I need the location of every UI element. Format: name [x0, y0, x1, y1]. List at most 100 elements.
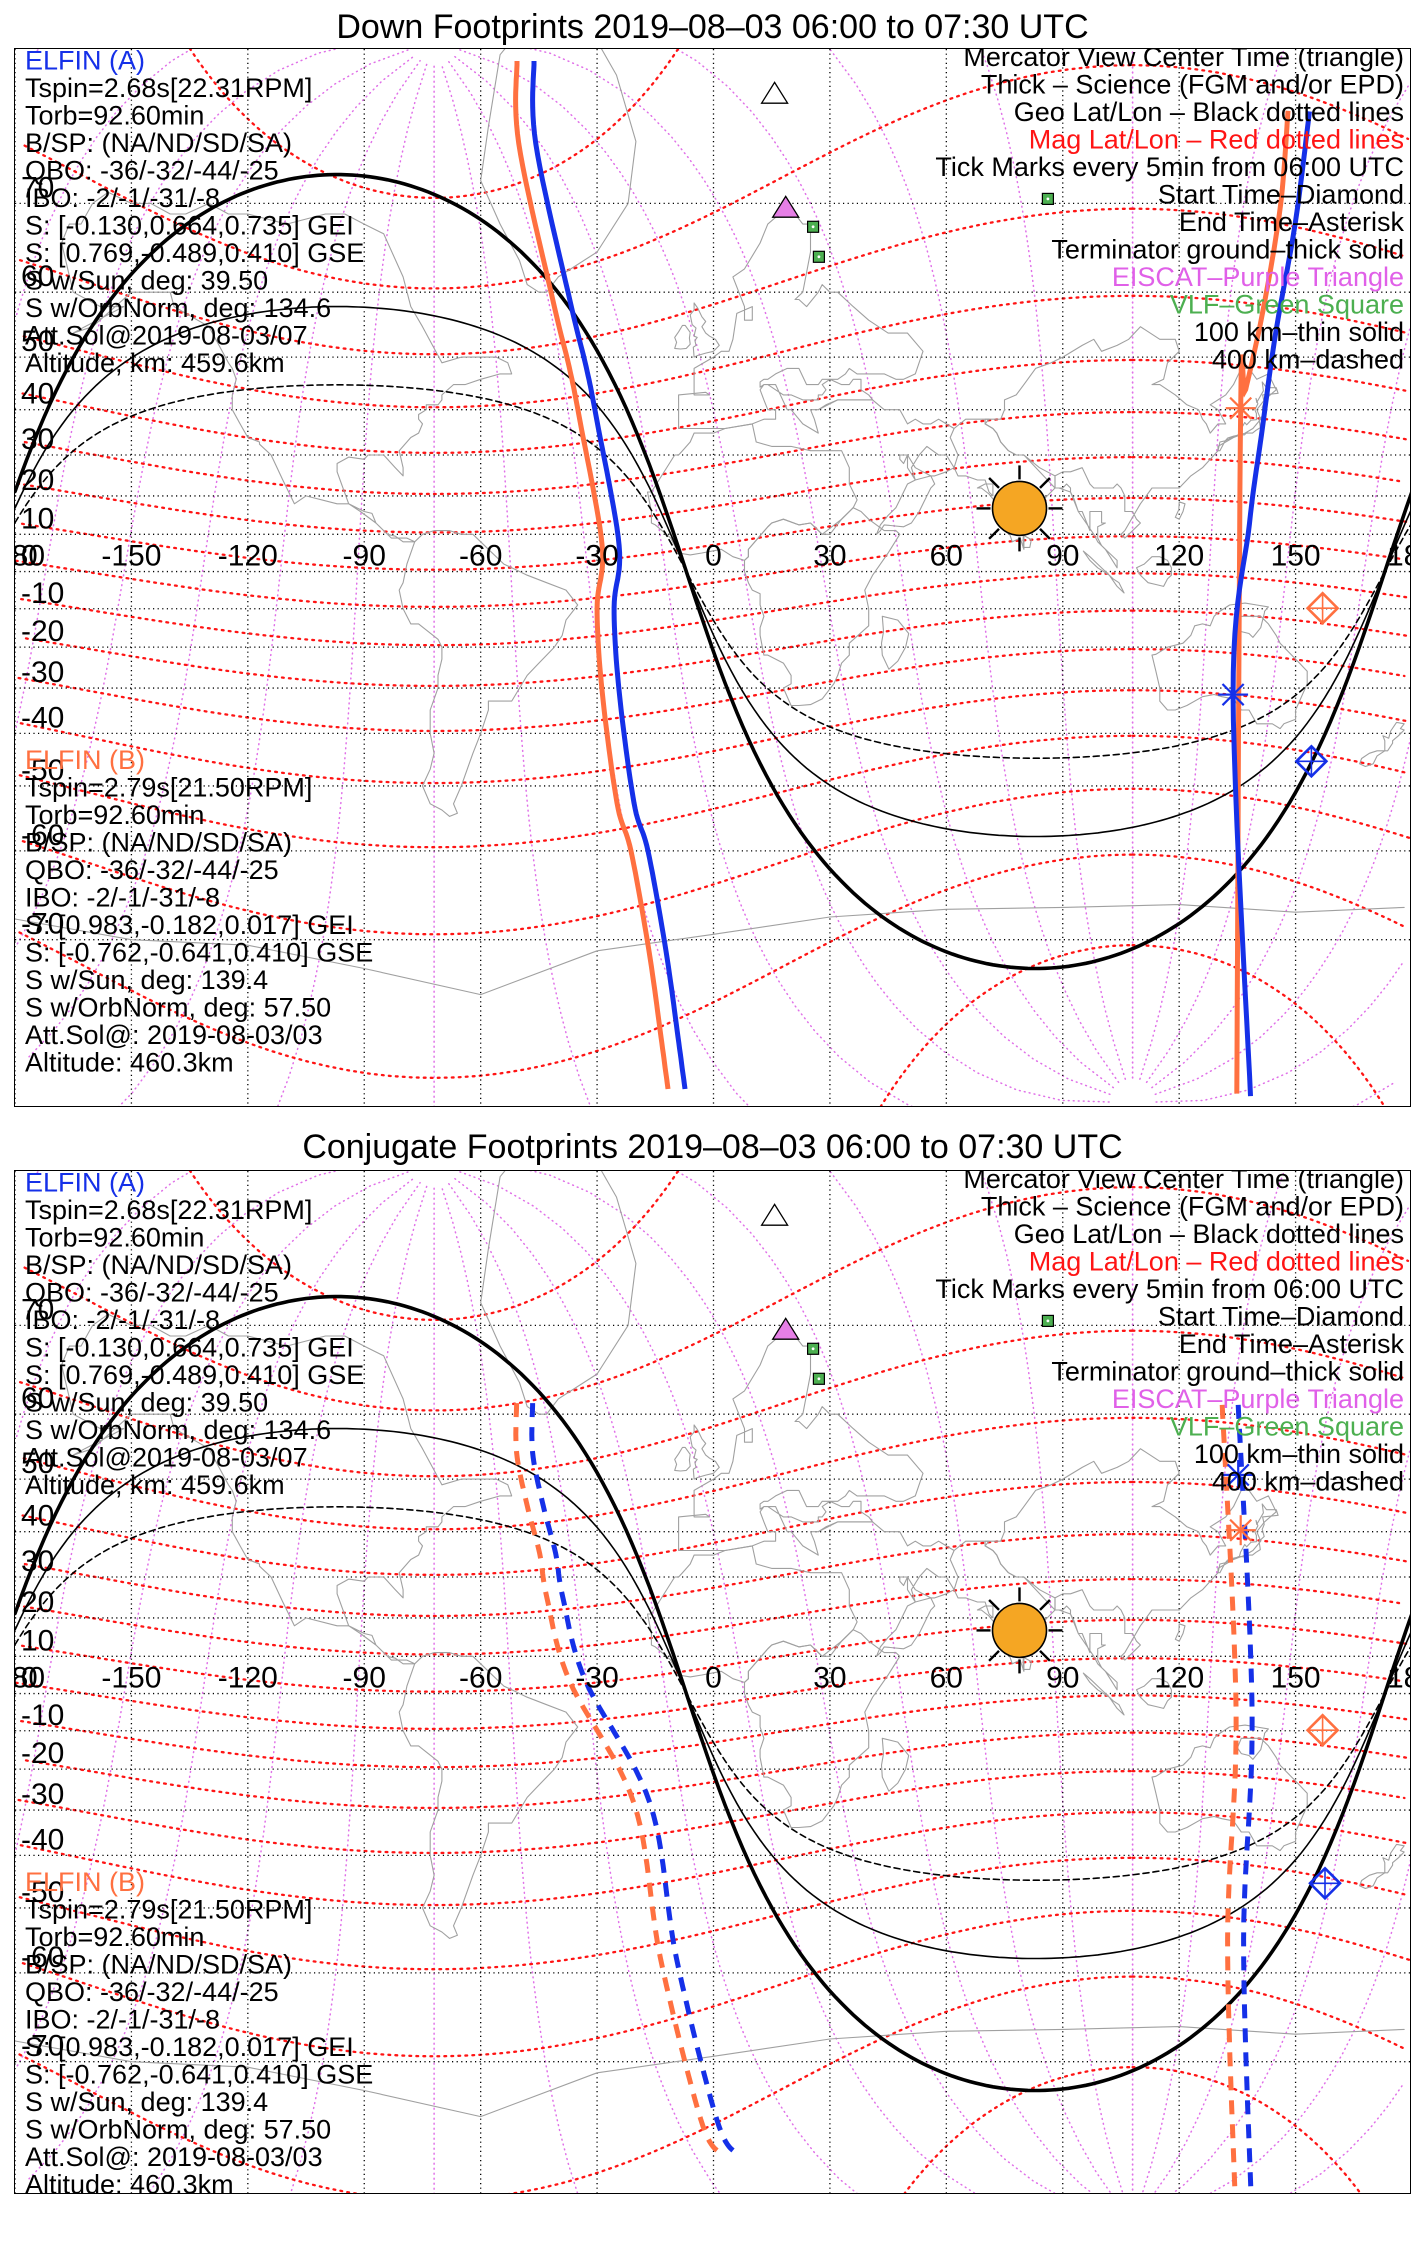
svg-text:S: [0.983,-0.182,0.017] GEI: S: [0.983,-0.182,0.017] GEI [25, 910, 354, 940]
svg-text:30: 30 [21, 1545, 54, 1578]
svg-text:S: [0.769,-0.489,0.410] GSE: S: [0.769,-0.489,0.410] GSE [25, 1360, 364, 1390]
svg-text:20: 20 [21, 464, 54, 497]
svg-text:90: 90 [1046, 540, 1079, 573]
svg-text:Tspin=2.79s[21.50RPM]: Tspin=2.79s[21.50RPM] [25, 772, 312, 802]
svg-text:Tspin=2.79s[21.50RPM]: Tspin=2.79s[21.50RPM] [25, 1894, 312, 1924]
svg-text:Att.Sol@: 2019-08-03/03: Att.Sol@: 2019-08-03/03 [25, 1020, 323, 1050]
svg-text:QBO: -36/-32/-44/-25: QBO: -36/-32/-44/-25 [25, 855, 279, 885]
svg-text:S: [-0.762,-0.641,0.410] GSE: S: [-0.762,-0.641,0.410] GSE [25, 937, 373, 967]
svg-text:S: [-0.130,0.664,0.735] GEI: S: [-0.130,0.664,0.735] GEI [25, 210, 354, 240]
svg-text:40: 40 [21, 378, 54, 411]
svg-text:S: [-0.762,-0.641,0.410] GSE: S: [-0.762,-0.641,0.410] GSE [25, 2059, 373, 2089]
svg-text:IBO: -2/-1/-31/-8: IBO: -2/-1/-31/-8 [25, 2004, 220, 2034]
svg-text:S w/Sun, deg: 39.50: S w/Sun, deg: 39.50 [25, 265, 268, 295]
svg-text:S w/Sun, deg: 139.4: S w/Sun, deg: 139.4 [25, 2087, 268, 2117]
svg-text:QBO: -36/-32/-44/-25: QBO: -36/-32/-44/-25 [25, 1277, 279, 1307]
svg-text:0: 0 [21, 540, 38, 573]
svg-text:Thick – Science (FGM and/or EP: Thick – Science (FGM and/or EPD) [981, 1192, 1404, 1222]
svg-text:-60: -60 [459, 540, 502, 573]
svg-text:Start Time–Diamond: Start Time–Diamond [1158, 180, 1404, 210]
svg-text:-10: -10 [21, 1699, 64, 1732]
svg-text:400 km–dashed: 400 km–dashed [1212, 345, 1404, 375]
svg-text:Altitude, km: 459.6km: Altitude, km: 459.6km [25, 348, 285, 378]
svg-text:180: 180 [1387, 540, 1411, 573]
svg-text:-90: -90 [343, 540, 386, 573]
svg-text:End Time–Asterisk: End Time–Asterisk [1179, 207, 1405, 237]
svg-text:-120: -120 [218, 540, 278, 573]
svg-text:-30: -30 [575, 540, 618, 573]
svg-text:90: 90 [1046, 1662, 1079, 1695]
svg-text:-30: -30 [575, 1662, 618, 1695]
svg-text:20: 20 [21, 1586, 54, 1619]
svg-text:S w/Sun, deg: 139.4: S w/Sun, deg: 139.4 [25, 965, 268, 995]
svg-text:120: 120 [1154, 540, 1204, 573]
svg-text:Geo Lat/Lon – Black dotted lin: Geo Lat/Lon – Black dotted lines [1014, 1219, 1404, 1249]
svg-text:Thick – Science (FGM and/or EP: Thick – Science (FGM and/or EPD) [981, 70, 1404, 100]
svg-text:-20: -20 [21, 615, 64, 648]
svg-text:VLF–Green Square: VLF–Green Square [1170, 1412, 1404, 1442]
svg-text:Altitude, km: 459.6km: Altitude, km: 459.6km [25, 1470, 285, 1500]
svg-text:Mag Lat/Lon – Red dotted lines: Mag Lat/Lon – Red dotted lines [1029, 1247, 1404, 1277]
svg-text:IBO: -2/-1/-31/-8: IBO: -2/-1/-31/-8 [25, 183, 220, 213]
svg-text:Torb=92.60min: Torb=92.60min [25, 100, 204, 130]
svg-text:B/SP: (NA/ND/SD/SA): B/SP: (NA/ND/SD/SA) [25, 827, 292, 857]
svg-text:150: 150 [1271, 540, 1321, 573]
svg-text:EISCAT–Purple Triangle: EISCAT–Purple Triangle [1112, 262, 1404, 292]
svg-text:IBO: -2/-1/-31/-8: IBO: -2/-1/-31/-8 [25, 882, 220, 912]
svg-text:0: 0 [705, 1662, 722, 1695]
svg-text:S w/OrbNorm, deg: 134.6: S w/OrbNorm, deg: 134.6 [25, 1415, 331, 1445]
svg-text:B/SP: (NA/ND/SD/SA): B/SP: (NA/ND/SD/SA) [25, 1250, 292, 1280]
svg-text:QBO: -36/-32/-44/-25: QBO: -36/-32/-44/-25 [25, 155, 279, 185]
svg-text:40: 40 [21, 1500, 54, 1533]
svg-text:30: 30 [813, 1662, 846, 1695]
svg-text:-150: -150 [101, 540, 161, 573]
svg-text:Tick Marks every 5min from 06:: Tick Marks every 5min from 06:00 UTC [935, 152, 1404, 182]
svg-text:150: 150 [1271, 1662, 1321, 1695]
svg-text:-40: -40 [21, 1823, 64, 1856]
svg-text:End Time–Asterisk: End Time–Asterisk [1179, 1329, 1405, 1359]
svg-text:Tspin=2.68s[22.31RPM]: Tspin=2.68s[22.31RPM] [25, 1195, 312, 1225]
svg-text:S: [0.769,-0.489,0.410] GSE: S: [0.769,-0.489,0.410] GSE [25, 238, 364, 268]
svg-text:-40: -40 [21, 701, 64, 734]
svg-text:10: 10 [21, 502, 54, 535]
svg-text:ELFIN (B): ELFIN (B) [25, 745, 145, 775]
svg-text:180: 180 [1387, 1662, 1411, 1695]
svg-text:S w/Sun, deg: 39.50: S w/Sun, deg: 39.50 [25, 1387, 268, 1417]
svg-text:S w/OrbNorm, deg: 57.50: S w/OrbNorm, deg: 57.50 [25, 2114, 331, 2144]
svg-text:IBO: -2/-1/-31/-8: IBO: -2/-1/-31/-8 [25, 1305, 220, 1335]
svg-text:S: [-0.130,0.664,0.735] GEI: S: [-0.130,0.664,0.735] GEI [25, 1332, 354, 1362]
svg-text:Tspin=2.68s[22.31RPM]: Tspin=2.68s[22.31RPM] [25, 73, 312, 103]
svg-text:10: 10 [21, 1624, 54, 1657]
svg-text:-120: -120 [218, 1662, 278, 1695]
svg-text:QBO: -36/-32/-44/-25: QBO: -36/-32/-44/-25 [25, 1977, 279, 2007]
svg-text:EISCAT–Purple Triangle: EISCAT–Purple Triangle [1112, 1384, 1404, 1414]
svg-text:Start Time–Diamond: Start Time–Diamond [1158, 1302, 1404, 1332]
svg-text:-30: -30 [21, 1778, 64, 1811]
svg-text:Torb=92.60min: Torb=92.60min [25, 1922, 204, 1952]
svg-text:S w/OrbNorm, deg: 57.50: S w/OrbNorm, deg: 57.50 [25, 992, 331, 1022]
svg-text:60: 60 [930, 540, 963, 573]
svg-text:Terminator ground–thick solid: Terminator ground–thick solid [1051, 1357, 1404, 1387]
svg-text:-10: -10 [21, 577, 64, 610]
svg-text:-60: -60 [459, 1662, 502, 1695]
svg-text:Att.Sol@2019-08-03/07: Att.Sol@2019-08-03/07 [25, 1442, 308, 1472]
svg-text:-30: -30 [21, 656, 64, 689]
svg-text:Att.Sol@2019-08-03/07: Att.Sol@2019-08-03/07 [25, 320, 308, 350]
svg-text:-20: -20 [21, 1737, 64, 1770]
svg-text:ELFIN (A): ELFIN (A) [25, 1171, 145, 1197]
svg-text:-150: -150 [101, 1662, 161, 1695]
svg-text:Tick Marks every 5min from 06:: Tick Marks every 5min from 06:00 UTC [935, 1274, 1404, 1304]
svg-text:B/SP: (NA/ND/SD/SA): B/SP: (NA/ND/SD/SA) [25, 128, 292, 158]
svg-text:Altitude: 460.3km: Altitude: 460.3km [25, 2169, 234, 2194]
svg-text:ELFIN (B): ELFIN (B) [25, 1867, 145, 1897]
svg-text:30: 30 [21, 423, 54, 456]
svg-text:Geo Lat/Lon – Black dotted lin: Geo Lat/Lon – Black dotted lines [1014, 97, 1404, 127]
svg-text:Torb=92.60min: Torb=92.60min [25, 800, 204, 830]
svg-text:Terminator ground–thick solid: Terminator ground–thick solid [1051, 235, 1404, 265]
svg-text:0: 0 [705, 540, 722, 573]
svg-text:Altitude: 460.3km: Altitude: 460.3km [25, 1047, 234, 1077]
svg-text:60: 60 [930, 1662, 963, 1695]
svg-text:-90: -90 [343, 1662, 386, 1695]
svg-text:100 km–thin solid: 100 km–thin solid [1194, 1439, 1404, 1469]
svg-text:S w/OrbNorm, deg: 134.6: S w/OrbNorm, deg: 134.6 [25, 293, 331, 323]
